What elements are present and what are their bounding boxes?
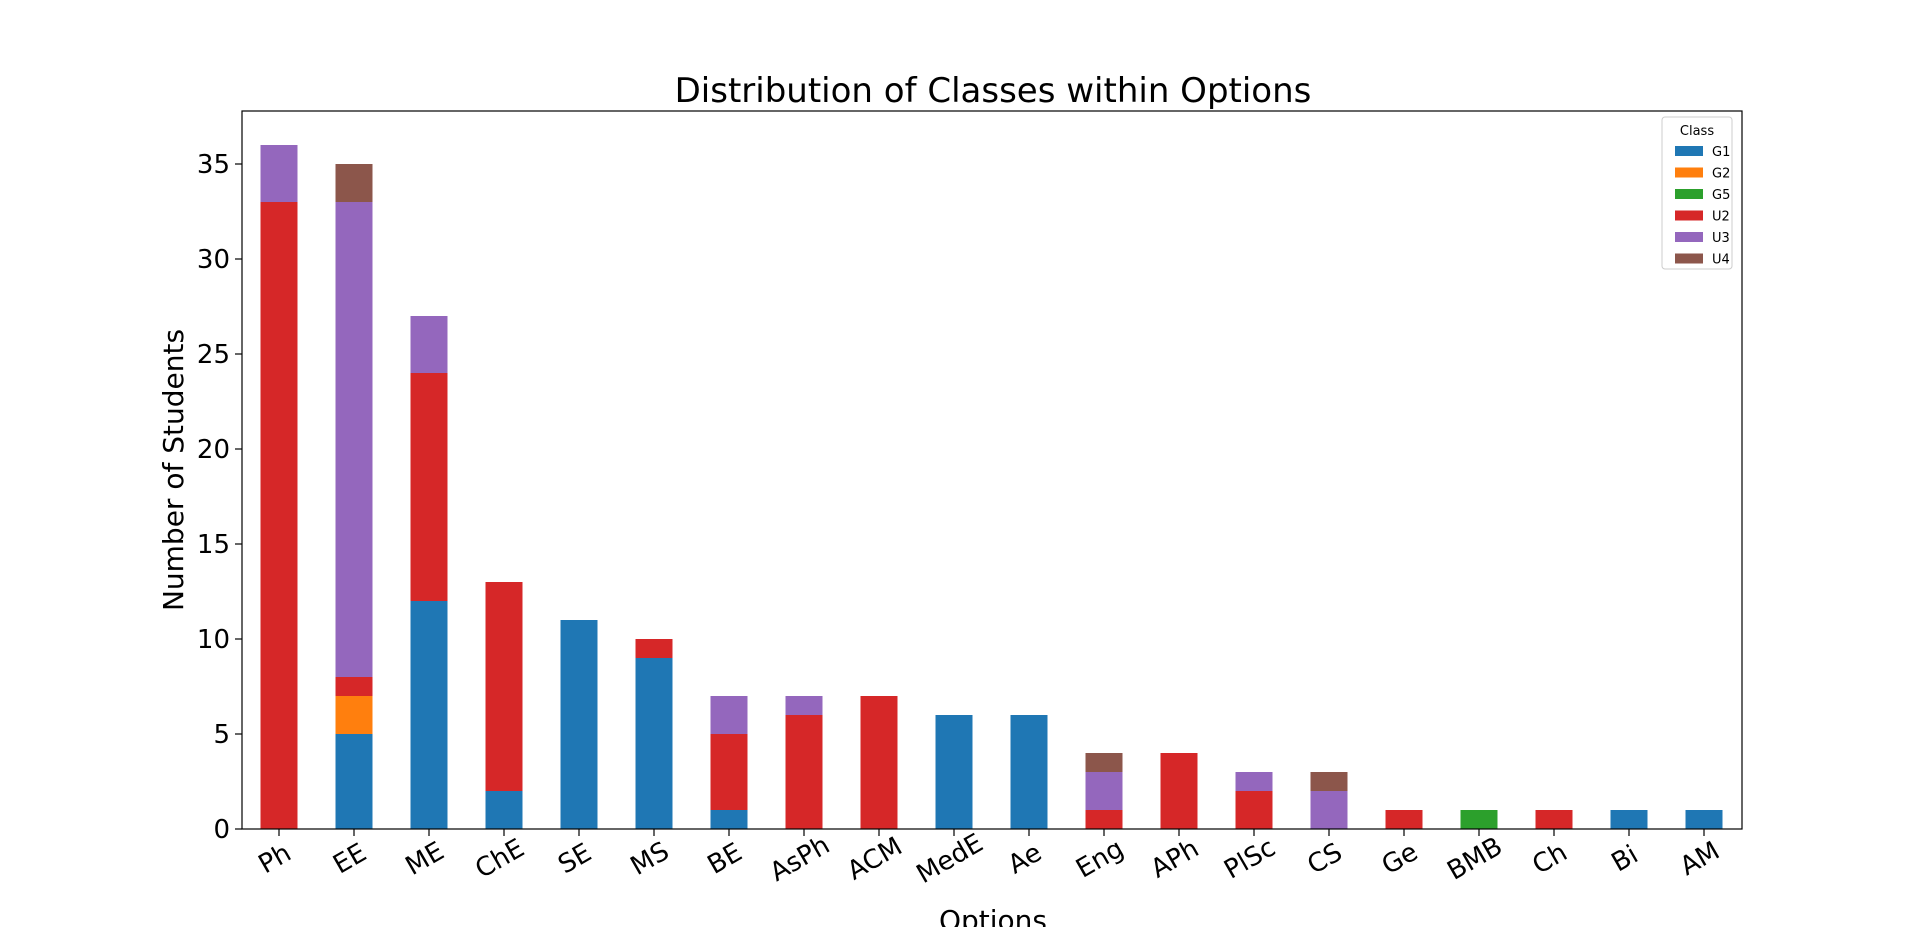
legend-swatch-u4 — [1675, 253, 1703, 264]
y-tick-label: 35 — [197, 150, 230, 180]
x-tick-label-be: BE — [703, 838, 748, 881]
x-tick-label-ge: Ge — [1377, 837, 1423, 881]
bar-ee-u3 — [335, 202, 373, 677]
x-tick-label-ph: Ph — [254, 838, 297, 880]
x-tick-label-se: SE — [553, 838, 597, 880]
bar-be-u2 — [710, 734, 748, 810]
bar-am-g1 — [1685, 810, 1723, 829]
x-tick-label-ch: Ch — [1528, 837, 1573, 880]
bar-ee-g1 — [335, 734, 373, 829]
x-tick-label-me: ME — [401, 836, 450, 881]
bar-mede-g1 — [935, 715, 973, 829]
chart-title: Distribution of Classes within Options — [675, 71, 1312, 111]
bar-che-g1 — [485, 791, 523, 829]
bar-bmb-g5 — [1460, 810, 1498, 829]
x-tick-label-ae: Ae — [1003, 838, 1047, 881]
y-axis-label: Number of Students — [157, 329, 190, 611]
y-tick-label: 5 — [213, 720, 230, 750]
bar-be-g1 — [710, 810, 748, 829]
legend-swatch-u2 — [1675, 210, 1703, 221]
bar-ms-u2 — [635, 639, 673, 658]
y-tick-label: 0 — [213, 815, 230, 845]
bar-cs-u4 — [1310, 772, 1348, 791]
bar-se-g1 — [560, 620, 598, 829]
y-tick-label: 20 — [197, 435, 230, 465]
bar-che-u2 — [485, 582, 523, 791]
legend-swatch-g5 — [1675, 189, 1703, 199]
x-tick-label-che: ChE — [470, 833, 529, 885]
bar-bi-g1 — [1610, 810, 1648, 829]
bar-me-g1 — [410, 601, 448, 829]
plot-frame — [241, 110, 1743, 830]
bar-ae-g1 — [1010, 715, 1048, 829]
x-tick-label-eng: Eng — [1071, 834, 1129, 885]
x-tick-label-plsc: PlSc — [1219, 833, 1281, 886]
bar-be-u3 — [710, 696, 748, 734]
legend-swatch-g2 — [1675, 167, 1703, 178]
bar-ph-u2 — [260, 202, 298, 829]
bar-eng-u3 — [1085, 772, 1123, 810]
bar-me-u3 — [410, 316, 448, 373]
y-tick-label: 15 — [197, 530, 230, 560]
legend: Class G1 G2 G5 U2 U3 U4 — [1661, 116, 1733, 270]
bar-ch-u2 — [1535, 810, 1573, 829]
bar-cs-u3 — [1310, 791, 1348, 829]
x-tick-label-acm: ACM — [842, 832, 907, 887]
x-tick-label-ee: EE — [328, 838, 371, 880]
x-tick-label-cs: CS — [1302, 837, 1347, 880]
bar-plsc-u2 — [1235, 791, 1273, 829]
legend-label-g2: G2 — [1712, 167, 1730, 182]
x-tick-label-am: AM — [1675, 836, 1725, 882]
x-tick-label-asph: AsPh — [765, 830, 835, 888]
bar-ee-g2 — [335, 696, 373, 734]
bar-plsc-u3 — [1235, 772, 1273, 791]
bar-aph-u2 — [1160, 753, 1198, 829]
y-tick-label: 30 — [197, 245, 230, 275]
bar-asph-u3 — [785, 696, 823, 715]
bar-ge-u2 — [1385, 810, 1423, 829]
bars-group — [260, 145, 1723, 829]
x-tick-label-mede: MedE — [912, 828, 989, 890]
bar-ph-u3 — [260, 145, 298, 202]
y-tick-label: 10 — [197, 625, 230, 655]
bar-eng-u2 — [1085, 810, 1123, 829]
bar-ee-u2 — [335, 677, 373, 696]
legend-label-u4: U4 — [1712, 253, 1730, 268]
x-tick-label-bi: Bi — [1607, 840, 1644, 879]
x-tick-label-aph: APh — [1146, 834, 1204, 885]
legend-label-g5: G5 — [1712, 188, 1730, 203]
bar-me-u2 — [410, 373, 448, 601]
bar-asph-u2 — [785, 715, 823, 829]
x-axis: Ph EE ME ChE SE MS BE AsPh ACM MedE Ae Eng APh PlSc CS… — [254, 828, 1725, 890]
bar-ee-u4 — [335, 164, 373, 202]
x-tick-label-ms: MS — [626, 836, 675, 881]
x-axis-label: Options — [939, 904, 1047, 927]
x-tick-label-bmb: BMB — [1442, 832, 1507, 887]
legend-label-g1: G1 — [1712, 145, 1730, 160]
y-tick-label: 25 — [197, 340, 230, 370]
bar-ms-g1 — [635, 658, 673, 829]
legend-swatch-u3 — [1675, 232, 1703, 242]
y-axis: 0 5 10 15 20 25 30 35 — [197, 150, 242, 845]
bar-acm-u2 — [860, 696, 898, 829]
legend-label-u3: U3 — [1712, 231, 1730, 246]
bar-eng-u4 — [1085, 753, 1123, 772]
legend-label-u2: U2 — [1712, 210, 1730, 225]
legend-swatch-g1 — [1675, 146, 1703, 156]
legend-title: Class — [1680, 124, 1714, 139]
